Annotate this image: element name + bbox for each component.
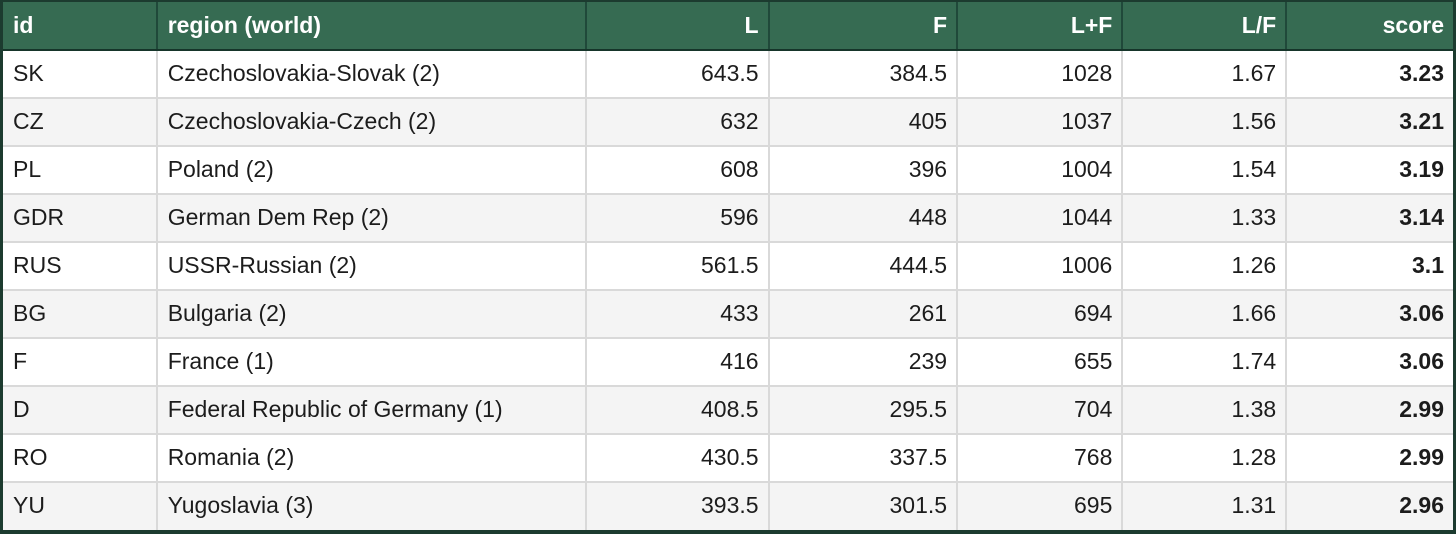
cell-f: 337.5 [767,433,959,483]
cell-l_plus_f: 704 [956,385,1124,435]
cell-id: F [3,337,158,387]
table-row: D Federal Republic of Germany (1) 408.5 295… [3,385,1453,435]
cell-f: 396 [767,145,959,195]
cell-l_plus_f: 1028 [956,50,1124,99]
cell-region: Bulgaria (2) [155,289,587,339]
cell-f: 261 [767,289,959,339]
table-row: YU Yugoslavia (3) 393.5 301.5 695 1.31 2.96 [3,481,1453,530]
cell-l_over_f: 1.31 [1121,481,1288,530]
cell-l: 430.5 [584,433,770,483]
cell-score: 3.1 [1285,241,1453,291]
cell-region: Czechoslovakia-Slovak (2) [155,50,587,99]
cell-region: Federal Republic of Germany (1) [155,385,587,435]
results-table: id region (world) L F L+F L/F score SK Cz… [3,2,1453,530]
cell-f: 444.5 [767,241,959,291]
cell-f: 448 [767,193,959,243]
cell-l: 632 [584,97,770,147]
column-header-l-plus-f: L+F [957,2,1124,51]
column-header-id: id [3,2,158,51]
cell-l_over_f: 1.28 [1121,433,1288,483]
cell-l: 561.5 [584,241,770,291]
table-row: GDR German Dem Rep (2) 596 448 1044 1.33 3.14 [3,193,1453,243]
cell-region: Poland (2) [155,145,587,195]
cell-l_over_f: 1.67 [1121,50,1288,99]
table-row: PL Poland (2) 608 396 1004 1.54 3.19 [3,145,1453,195]
cell-l_over_f: 1.66 [1121,289,1288,339]
cell-l: 596 [584,193,770,243]
cell-region: Romania (2) [155,433,587,483]
cell-id: CZ [3,97,158,147]
cell-l_plus_f: 1037 [956,97,1124,147]
cell-f: 384.5 [767,50,959,99]
cell-l: 643.5 [584,50,770,99]
cell-id: RO [3,433,158,483]
cell-l_over_f: 1.74 [1121,337,1288,387]
cell-region: France (1) [155,337,587,387]
cell-id: BG [3,289,158,339]
cell-score: 3.21 [1285,97,1453,147]
table-row: F France (1) 416 239 655 1.74 3.06 [3,337,1453,387]
cell-l_over_f: 1.54 [1121,145,1288,195]
cell-l: 416 [584,337,770,387]
cell-score: 3.19 [1285,145,1453,195]
cell-region: Yugoslavia (3) [155,481,587,530]
table-row: SK Czechoslovakia-Slovak (2) 643.5 384.5 102… [3,50,1453,99]
table-row: CZ Czechoslovakia-Czech (2) 632 405 1037 1.56… [3,97,1453,147]
cell-f: 405 [767,97,959,147]
cell-l_plus_f: 1006 [956,241,1124,291]
column-header-region: region (world) [156,2,587,51]
cell-l_plus_f: 768 [956,433,1124,483]
header-row: id region (world) L F L+F L/F score [3,2,1453,51]
cell-score: 3.14 [1285,193,1453,243]
cell-l_over_f: 1.56 [1121,97,1288,147]
column-header-l-over-f: L/F [1122,2,1288,51]
cell-region: German Dem Rep (2) [155,193,587,243]
cell-l: 393.5 [584,481,770,530]
cell-score: 2.99 [1285,433,1453,483]
cell-id: YU [3,481,158,530]
column-header-f: F [768,2,959,51]
cell-score: 3.06 [1285,289,1453,339]
table-body: SK Czechoslovakia-Slovak (2) 643.5 384.5 102… [3,50,1453,530]
cell-f: 301.5 [767,481,959,530]
table-row: RO Romania (2) 430.5 337.5 768 1.28 2.99 [3,433,1453,483]
cell-score: 3.23 [1285,50,1453,99]
table-header: id region (world) L F L+F L/F score [3,2,1453,51]
cell-id: SK [3,50,158,99]
cell-l_over_f: 1.38 [1121,385,1288,435]
cell-f: 239 [767,337,959,387]
cell-score: 2.96 [1285,481,1453,530]
cell-l_plus_f: 655 [956,337,1124,387]
cell-id: GDR [3,193,158,243]
cell-l_over_f: 1.33 [1121,193,1288,243]
table-row: BG Bulgaria (2) 433 261 694 1.66 3.06 [3,289,1453,339]
column-header-score: score [1286,2,1453,51]
cell-f: 295.5 [767,385,959,435]
cell-region: Czechoslovakia-Czech (2) [155,97,587,147]
cell-l: 408.5 [584,385,770,435]
cell-l_plus_f: 694 [956,289,1124,339]
cell-score: 2.99 [1285,385,1453,435]
cell-score: 3.06 [1285,337,1453,387]
cell-id: PL [3,145,158,195]
cell-id: RUS [3,241,158,291]
cell-region: USSR-Russian (2) [155,241,587,291]
column-header-l: L [585,2,770,51]
cell-l: 433 [584,289,770,339]
cell-id: D [3,385,158,435]
table-row: RUS USSR-Russian (2) 561.5 444.5 1006 1.26 3.1 [3,241,1453,291]
cell-l_over_f: 1.26 [1121,241,1288,291]
cell-l: 608 [584,145,770,195]
cell-l_plus_f: 1044 [956,193,1124,243]
cell-l_plus_f: 695 [956,481,1124,530]
cell-l_plus_f: 1004 [956,145,1124,195]
